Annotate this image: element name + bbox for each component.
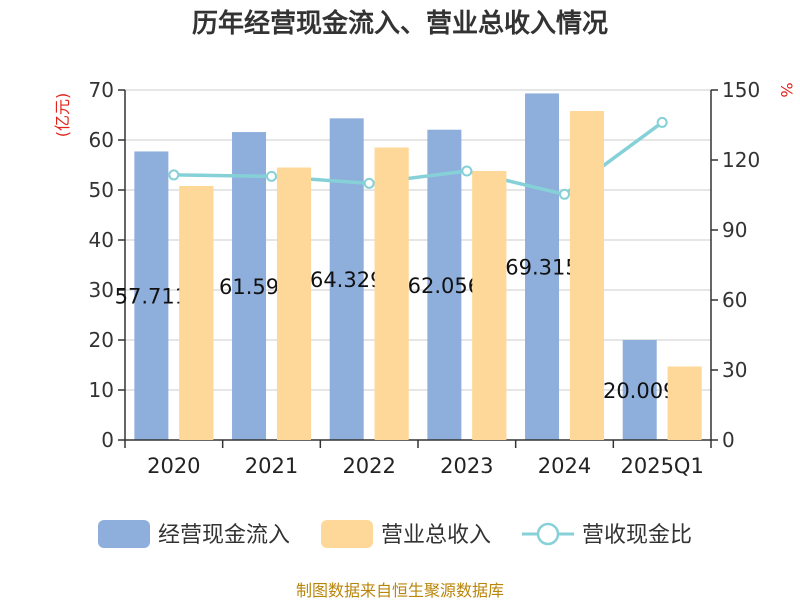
ratio-point	[559, 188, 570, 200]
x-tick-label: 2020	[147, 454, 200, 478]
source-note: 制图数据来自恒生聚源数据库	[296, 581, 504, 600]
x-tick-label: 2023	[440, 454, 493, 478]
ratio-point	[168, 169, 180, 181]
cash-inflow-label: 57.711	[115, 285, 188, 309]
cash-inflow-bar	[622, 339, 657, 440]
right-tick-label: 60	[722, 288, 747, 312]
right-tick-label: 120	[722, 148, 760, 172]
right-tick-label: 30	[722, 358, 747, 382]
cash-inflow-label: 20.009	[603, 379, 676, 403]
left-tick-label: 10	[89, 378, 114, 402]
revenue-bar-overlay	[179, 186, 214, 440]
legend-swatch	[98, 520, 150, 548]
legend-label: 营业总收入	[381, 523, 491, 548]
cash-inflow-label: 64.329	[310, 268, 383, 292]
axes: 0 10 20 30 40 50 60 70 0 30 60 90 120 150 2020 2021 2022…	[89, 78, 761, 478]
cash-inflow-bar	[329, 118, 364, 440]
x-tick-label: 2022	[342, 454, 395, 478]
right-axis-unit: %	[777, 82, 796, 97]
x-tick-label: 2025Q1	[620, 454, 703, 478]
left-tick-label: 50	[89, 178, 114, 202]
left-tick-label: 20	[89, 328, 114, 352]
cash-inflow-label: 62.056	[408, 274, 481, 298]
ratio-point	[266, 170, 277, 182]
left-tick-label: 70	[89, 78, 114, 102]
cash-inflow-label: 61.59	[219, 275, 279, 299]
right-tick-label: 150	[722, 78, 760, 102]
left-tick-label: 0	[101, 428, 114, 452]
right-tick-label: 0	[722, 428, 735, 452]
revenue-bar-overlay	[472, 171, 507, 440]
legend-swatch	[321, 520, 373, 548]
left-tick-label: 40	[89, 228, 114, 252]
cash-inflow-bar	[427, 129, 462, 440]
x-tick-label: 2021	[245, 454, 298, 478]
cash-inflow-label: 69.315	[505, 256, 578, 280]
left-tick-label: 60	[89, 128, 114, 152]
revenue-bar-overlay	[276, 167, 311, 440]
revenue-bar-overlay	[667, 366, 702, 440]
grid	[125, 89, 711, 391]
cash-inflow-bar	[232, 132, 267, 441]
legend-marker	[536, 522, 560, 546]
left-axis-unit: (亿元)	[53, 93, 72, 138]
legend-label: 经营现金流入	[158, 523, 290, 548]
data-labels: 57.711 61.59 64.329 62.056 69.315 20.009	[115, 111, 702, 440]
right-tick-label: 90	[722, 218, 747, 242]
cash-inflow-bar	[134, 151, 169, 440]
ratio-point	[461, 165, 473, 177]
ratio-point	[656, 116, 668, 128]
ratio-point	[363, 177, 375, 189]
legend: 经营现金流入 营业总收入 营收现金比	[98, 520, 692, 548]
left-tick-label: 30	[89, 278, 114, 302]
cash-inflow-bar	[525, 93, 560, 441]
chart-title: 历年经营现金流入、营业总收入情况	[192, 8, 608, 39]
revenue-bar-overlay	[569, 111, 604, 440]
revenue-bar-overlay	[374, 147, 409, 440]
legend-label: 营收现金比	[582, 523, 692, 548]
x-tick-label: 2024	[538, 454, 591, 478]
